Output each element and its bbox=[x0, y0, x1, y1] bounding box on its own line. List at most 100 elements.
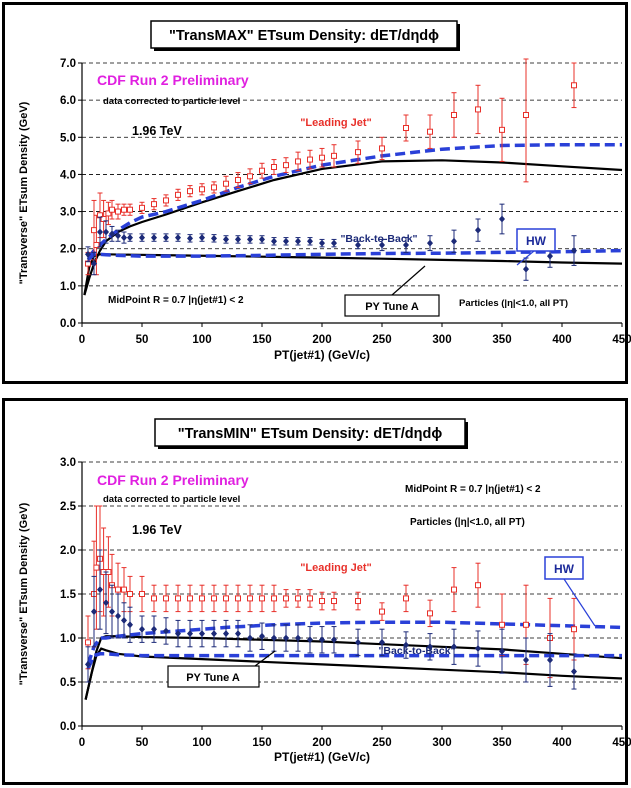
back-to-back-point bbox=[121, 616, 127, 624]
x-tick-label: 300 bbox=[432, 737, 451, 749]
x-tick-label: 0 bbox=[79, 737, 85, 749]
back-to-back-point bbox=[175, 630, 181, 638]
correction-note: data corrected to particle level bbox=[103, 96, 240, 107]
leading-jet-point bbox=[523, 112, 529, 118]
back-to-back-point bbox=[103, 599, 109, 607]
leading-jet-point bbox=[319, 598, 325, 605]
back-to-back-point bbox=[247, 235, 253, 243]
py-tune-a-curve bbox=[84, 635, 623, 700]
leading-jet-point bbox=[100, 216, 107, 222]
back-to-back-point bbox=[115, 232, 121, 240]
y-tick-label: 5.0 bbox=[60, 132, 76, 144]
leading-jet-point bbox=[475, 106, 481, 113]
leading-jet-point bbox=[403, 125, 409, 131]
back-to-back-point bbox=[121, 234, 127, 242]
leading-jet-point bbox=[247, 595, 253, 602]
back-to-back-point bbox=[223, 630, 229, 638]
x-tick-label: 300 bbox=[432, 334, 451, 346]
back-to-back-point bbox=[151, 234, 157, 242]
y-tick-label: 2.0 bbox=[60, 545, 76, 557]
py-tune-a-curve bbox=[83, 253, 623, 296]
hw-label: HW bbox=[526, 234, 547, 248]
back-to-back-point bbox=[307, 636, 313, 644]
back-to-back-point bbox=[295, 237, 301, 245]
x-tick-label: 200 bbox=[312, 334, 331, 346]
back-to-back-point bbox=[139, 234, 145, 242]
y-axis-label: "Transverse" ETsum Density (GeV) bbox=[18, 502, 30, 685]
back-to-back-point bbox=[355, 241, 361, 249]
back-to-back-point bbox=[259, 632, 265, 640]
leading-jet-point bbox=[151, 201, 157, 208]
back-to-back-point bbox=[109, 608, 115, 616]
leading-jet-point bbox=[307, 156, 313, 163]
back-to-back-point bbox=[85, 250, 91, 258]
back-to-back-point bbox=[523, 656, 529, 664]
y-tick-label: 6.0 bbox=[60, 95, 76, 107]
back-to-back-point bbox=[139, 625, 145, 633]
leading-jet-point bbox=[271, 164, 277, 170]
back-to-back-point bbox=[211, 234, 217, 242]
back-to-back-point bbox=[319, 636, 325, 644]
leading-jet-point bbox=[187, 595, 193, 602]
hw-callout-box bbox=[544, 556, 584, 580]
chart-title: "TransMAX" ETsum Density: dET/dηdϕ bbox=[169, 28, 439, 44]
back-to-back-point bbox=[247, 634, 253, 642]
back-to-back-point bbox=[175, 234, 181, 242]
hw-callout-line bbox=[516, 250, 535, 266]
back-to-back-point bbox=[475, 226, 481, 234]
leading-jet-point bbox=[105, 210, 112, 217]
back-to-back-point bbox=[271, 237, 277, 245]
x-tick-label: 150 bbox=[252, 737, 271, 749]
leading-jet-point bbox=[115, 586, 121, 593]
leading-jet-point bbox=[223, 180, 229, 187]
leading-jet-point bbox=[451, 112, 457, 118]
back-to-back-point bbox=[223, 235, 229, 243]
back-to-back-point bbox=[163, 627, 169, 635]
y-tick-label: 4.0 bbox=[60, 169, 76, 181]
leading-jet-point bbox=[109, 206, 115, 213]
leading-jet-point bbox=[523, 621, 529, 628]
hw-callout-line bbox=[563, 578, 596, 627]
chart-transmin: 0.0 0.5 1.0 1.5 2.0 2.5 3.0 0 50 100 150 200 250 300 3… bbox=[18, 418, 631, 764]
back-to-back-point bbox=[235, 630, 241, 638]
back-to-back-point bbox=[283, 237, 289, 245]
leading-jet-point bbox=[499, 621, 505, 628]
leading-jet-point bbox=[319, 154, 325, 161]
leading-jet-point bbox=[163, 595, 169, 602]
y-tick-label: 0.5 bbox=[60, 677, 77, 689]
leading-jet-point bbox=[121, 586, 127, 593]
x-tick-label: 400 bbox=[552, 334, 571, 346]
leading-jet-point bbox=[331, 152, 337, 159]
back-to-back-point bbox=[103, 228, 109, 236]
back-to-back-point bbox=[571, 667, 577, 675]
jet-cuts-label: MidPoint R = 0.7 |η(jet#1) < 2 bbox=[108, 295, 244, 306]
leading-jet-point bbox=[151, 595, 157, 602]
back-to-back-point bbox=[451, 643, 457, 651]
back-to-back-point bbox=[127, 234, 133, 242]
energy-label: 1.96 TeV bbox=[132, 124, 182, 138]
leading-jet-point bbox=[163, 197, 169, 204]
x-axis-label: PT(jet#1) (GeV/c) bbox=[274, 750, 370, 764]
back-to-back-point bbox=[283, 634, 289, 642]
back-to-back-label: "Back-to-Back" bbox=[378, 645, 455, 657]
leading-jet-label: "Leading Jet" bbox=[300, 117, 372, 129]
leading-jet-point bbox=[115, 208, 121, 215]
leading-jet-point bbox=[427, 610, 433, 617]
leading-jet-point bbox=[475, 582, 481, 589]
leading-jet-point bbox=[295, 158, 301, 165]
leading-jet-point bbox=[211, 595, 217, 602]
leading-jet-point bbox=[271, 595, 277, 602]
py-tune-a-curve bbox=[83, 159, 623, 296]
x-tick-label: 200 bbox=[312, 737, 331, 749]
back-to-back-point bbox=[115, 612, 121, 620]
hw-curve bbox=[86, 142, 622, 260]
y-tick-label: 2.5 bbox=[60, 501, 77, 513]
x-tick-label: 150 bbox=[252, 334, 271, 346]
x-tick-label: 50 bbox=[136, 334, 149, 346]
back-to-back-point bbox=[379, 638, 385, 646]
x-tick-label: 350 bbox=[492, 334, 511, 346]
x-tick-label: 0 bbox=[79, 334, 85, 346]
x-tick-label: 250 bbox=[372, 737, 391, 749]
back-to-back-point bbox=[199, 630, 205, 638]
y-tick-label: 1.5 bbox=[60, 589, 77, 601]
